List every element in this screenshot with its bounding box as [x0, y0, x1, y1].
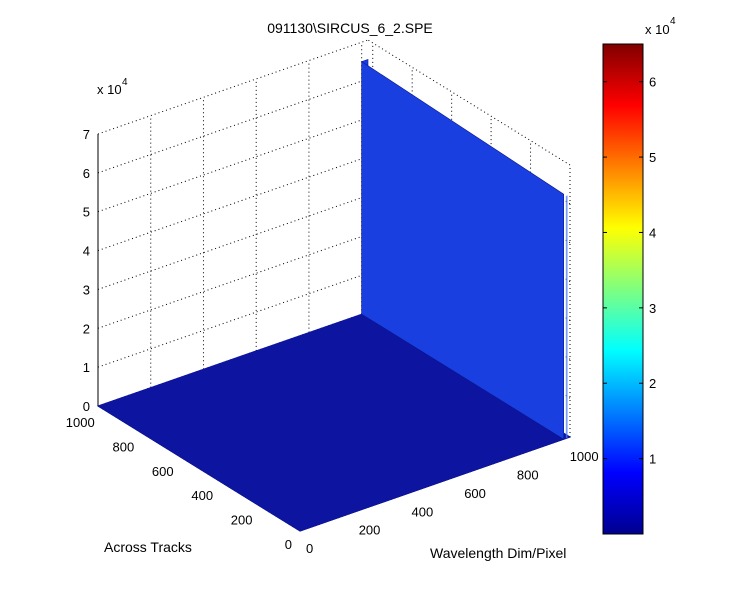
- x-tick-label: 0: [306, 541, 313, 556]
- x-axis-label: Wavelength Dim/Pixel: [430, 545, 566, 561]
- y-tick-label: 600: [152, 464, 174, 479]
- surface-layer: [96, 58, 572, 532]
- z-scale-label: x 10: [97, 82, 122, 97]
- z-tick-label: 3: [83, 282, 90, 297]
- grid-line-z-back: [97, 156, 369, 252]
- peak-highlight: [565, 195, 568, 439]
- z-tick-label: 6: [83, 166, 90, 181]
- tick-labels: 0200400600800100002004006008001000012345…: [66, 127, 599, 556]
- colorbar-tick-label: 3: [649, 301, 656, 316]
- x-tick-label: 1000: [570, 449, 599, 464]
- z-tick-label: 7: [83, 127, 90, 142]
- peak-front-face: [361, 61, 565, 440]
- grid-line-z-back: [97, 233, 369, 329]
- colorbar-tick-label: 6: [649, 75, 656, 90]
- grid-line-z-back: [97, 39, 369, 135]
- z-tick-label: 4: [83, 244, 90, 259]
- colorbar-tick-label: 4: [649, 226, 656, 241]
- chart-title: 091130\SIRCUS_6_2.SPE: [267, 20, 433, 36]
- x-tick-label: 800: [517, 468, 539, 483]
- y-axis-label: Across Tracks: [104, 539, 192, 555]
- y-tick-label: 200: [231, 513, 253, 528]
- grid-line-z-back: [97, 117, 369, 213]
- x-tick-label: 600: [464, 486, 486, 501]
- z-tick-label: 2: [83, 321, 90, 336]
- colorbar-scale-label: x 10: [645, 22, 670, 37]
- y-tick-label: 1000: [66, 415, 95, 430]
- z-scale-exponent: 4: [122, 77, 128, 88]
- x-tick-label: 200: [359, 523, 381, 538]
- y-tick-label: 400: [191, 488, 213, 503]
- z-tick-label: 0: [83, 399, 90, 414]
- z-tick-label: 5: [83, 205, 90, 220]
- colorbar-tick-label: 2: [649, 376, 656, 391]
- colorbar-scale-exponent: 4: [670, 16, 676, 27]
- y-tick-label: 800: [112, 439, 134, 454]
- colorbar-tick-label: 1: [649, 452, 656, 467]
- x-tick-label: 400: [412, 504, 434, 519]
- colorbar-ticks: 1 2 3 4 5 6: [603, 75, 656, 467]
- colorbar-tick-label: 5: [649, 150, 656, 165]
- colorbar: [602, 43, 644, 535]
- grid-line-z-back: [97, 194, 369, 290]
- grid-line-z-back: [97, 78, 369, 174]
- y-tick-label: 0: [285, 537, 292, 552]
- z-tick-label: 1: [83, 360, 90, 375]
